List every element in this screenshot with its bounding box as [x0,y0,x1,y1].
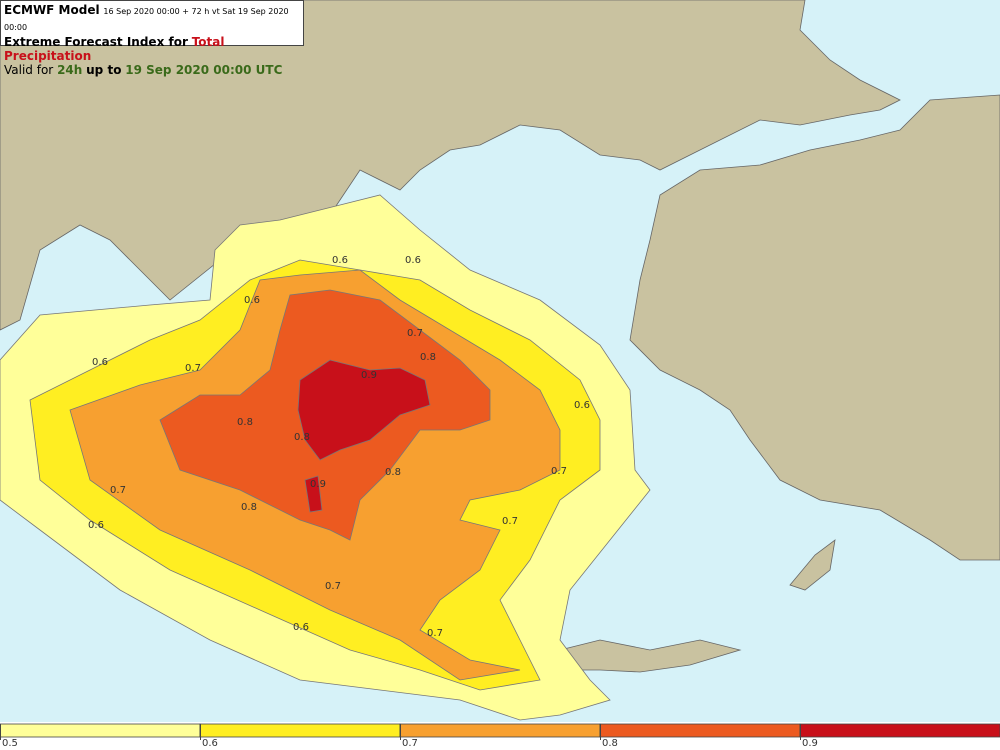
colorbar-segment [199,723,401,738]
anatolia [629,94,1000,561]
colorbar-tick-label: 0.5 [2,738,18,749]
contour-label: 0.6 [405,255,421,266]
colorbar: 0.5 0.6 0.7 0.8 0.9 [0,723,1000,749]
contour-label: 0.7 [551,466,567,477]
contour-label: 0.8 [385,467,401,478]
run: 16 Sep 2020 00:00 + 72 h vt Sat 19 Sep 2… [4,7,289,32]
model: ECMWF Model [4,3,100,17]
header-line: Valid for 24h up to 19 Sep 2020 00:00 UT… [4,63,300,77]
contour-label: 0.8 [241,502,257,513]
contour-label: 0.7 [407,328,423,339]
colorbar-segment [399,723,601,738]
contour-label: 0.6 [92,357,108,368]
rhodes [789,539,836,591]
contour-label: 0.7 [325,581,341,592]
valid-prefix: Valid for [4,63,54,77]
contour-label: 0.6 [244,295,260,306]
colorbar-segment [0,723,201,738]
valid-mid: up to [86,63,122,77]
contour-label: 0.6 [574,400,590,411]
contour-label: 0.6 [332,255,348,266]
efi-field [0,194,651,721]
contour-label: 0.8 [294,432,310,443]
crete [559,639,742,673]
valid-time: 19 Sep 2020 00:00 UTC [125,63,283,77]
contour-label: 0.7 [427,628,443,639]
contour-label: 0.9 [361,370,377,381]
contour-label: 0.7 [502,516,518,527]
header-line: ECMWF Model 16 Sep 2020 00:00 + 72 h vt … [4,3,300,35]
header: ECMWF Model 16 Sep 2020 00:00 + 72 h vt … [0,0,304,77]
colorbar-tick-label: 0.8 [602,738,618,749]
contour-label: 0.7 [110,485,126,496]
colorbar-segment [599,723,801,738]
colorbar-tick-label: 0.7 [402,738,418,749]
contour-label: 0.8 [237,417,253,428]
contour-label: 0.9 [310,479,326,490]
parameter: Total Precipitation [4,35,225,63]
contour-labels: 0.6 0.6 0.6 0.6 0.7 0.7 0.8 0.9 0.8 0.8 0.6 0.8 0.7 0… [88,255,590,639]
contour-label: 0.7 [185,363,201,374]
contour-label: 0.8 [420,352,436,363]
contour-label: 0.6 [88,520,104,531]
header-line: Extreme Forecast Index for Total Precipi… [4,35,300,63]
colorbar-segment [799,723,1000,738]
contour-label: 0.6 [293,622,309,633]
period: 24h [57,63,83,77]
title-prefix: Extreme Forecast Index for [4,35,188,49]
efi-area-09 [297,359,431,513]
colorbar-tick-label: 0.9 [802,738,818,749]
colorbar-tick-label: 0.6 [202,738,218,749]
